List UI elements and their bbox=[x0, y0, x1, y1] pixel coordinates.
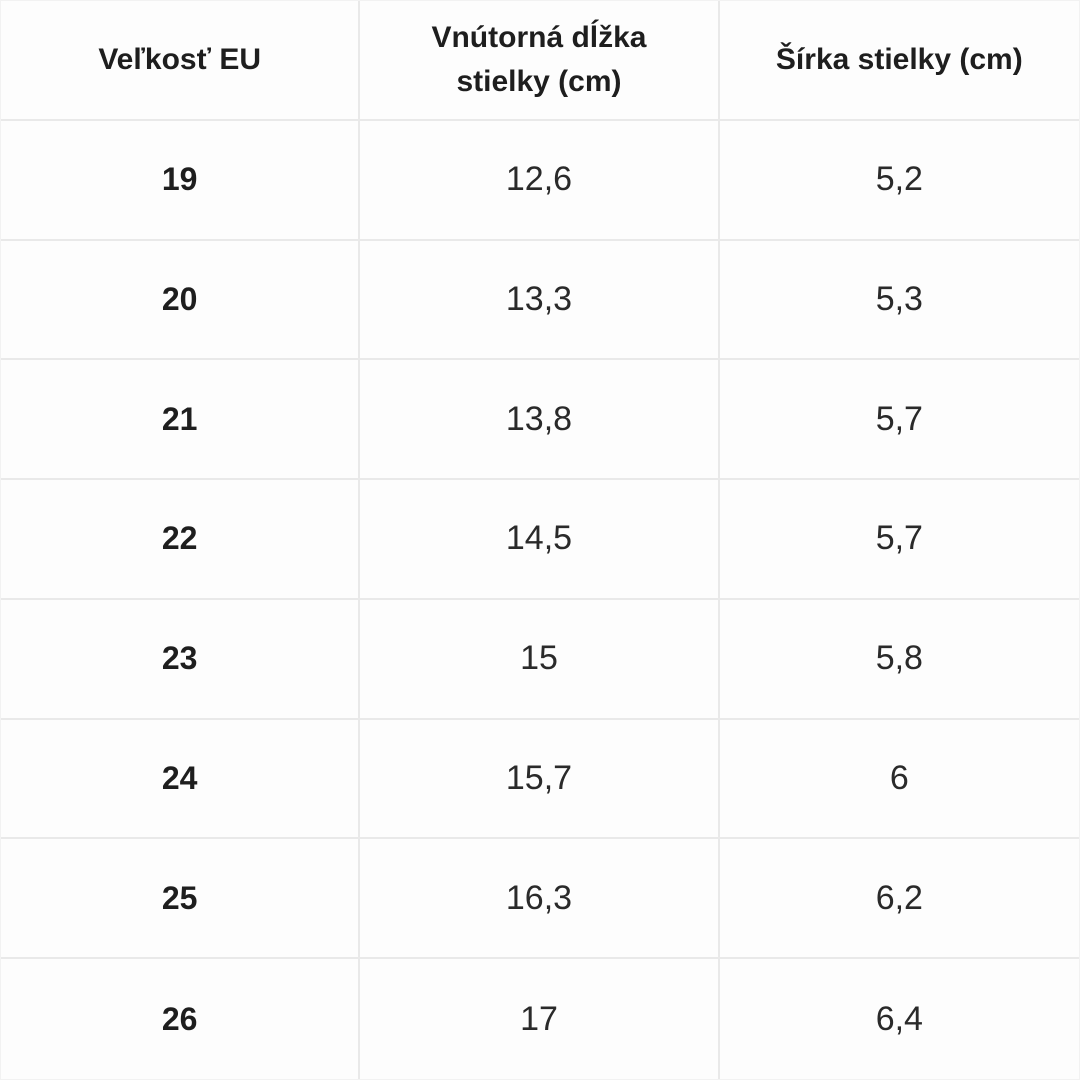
cell-size-eu: 23 bbox=[1, 599, 361, 718]
cell-insole-length: 14,5 bbox=[360, 480, 720, 598]
table-row: 23 15 5,8 bbox=[1, 599, 1079, 720]
cell-insole-width: 6,4 bbox=[875, 999, 923, 1038]
cell-size-eu: 19 bbox=[1, 120, 361, 239]
cell-insole-width: 5,7 bbox=[875, 399, 923, 438]
cell-insole-width: 5,8 bbox=[875, 639, 923, 678]
cell-size-eu: 22 bbox=[1, 480, 361, 598]
cell-insole-length: 15,7 bbox=[360, 719, 720, 838]
cell-insole-length: 15 bbox=[360, 599, 720, 718]
cell-size-eu: 26 bbox=[1, 959, 361, 1079]
header-cell-size-eu: Veľkosť EU bbox=[1, 1, 361, 119]
cell-size-eu: 21 bbox=[1, 360, 361, 479]
cell-insole-width: 6 bbox=[889, 759, 909, 798]
cell-insole-length: 13,3 bbox=[360, 240, 720, 359]
table-row: 24 15,7 6 bbox=[1, 719, 1079, 840]
cell-insole-width: 6,2 bbox=[875, 878, 923, 917]
table-row: 20 13,3 5,3 bbox=[1, 240, 1079, 361]
cell-size-eu: 24 bbox=[1, 719, 361, 838]
cell-insole-length: 16,3 bbox=[360, 839, 720, 958]
cell-insole-width: 5,7 bbox=[875, 519, 923, 558]
cell-insole-length: 12,6 bbox=[360, 120, 720, 239]
cell-insole-width: 5,3 bbox=[875, 279, 923, 318]
cell-insole-length: 13,8 bbox=[360, 360, 720, 479]
cell-insole-width: 5,2 bbox=[875, 160, 923, 199]
table-row: 19 12,6 5,2 bbox=[1, 120, 1079, 241]
header-cell-insole-width: Šírka stielky (cm) bbox=[775, 43, 1023, 77]
table-row: 22 14,5 5,7 bbox=[1, 480, 1079, 600]
cell-size-eu: 25 bbox=[1, 839, 361, 958]
cell-insole-length: 17 bbox=[360, 959, 720, 1079]
table-row: 26 17 6,4 bbox=[1, 959, 1079, 1079]
cell-size-eu: 20 bbox=[1, 240, 361, 359]
header-cell-insole-length: Vnútorná dĺžka stielky (cm) bbox=[360, 1, 720, 119]
table-row: 25 16,3 6,2 bbox=[1, 839, 1079, 960]
table-row: 21 13,8 5,7 bbox=[1, 360, 1079, 481]
header-row: Veľkosť EU Vnútorná dĺžka stielky (cm) Š… bbox=[1, 1, 1079, 121]
